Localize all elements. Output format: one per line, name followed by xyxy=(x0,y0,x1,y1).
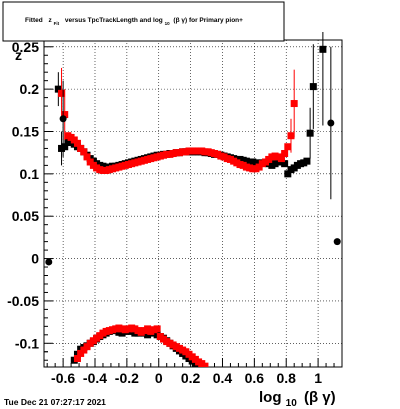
x-axis-label: log 10 (β γ) xyxy=(259,389,336,409)
timestamp: Tue Dec 21 07:27:17 2021 xyxy=(4,397,106,407)
x-tick-label: 1 xyxy=(314,370,322,386)
x-axis-label-betagamma: (β γ) xyxy=(304,389,336,406)
tick-labels: -0.6 -0.4 -0.2 0 0.2 0.4 0.6 0.8 1 -0.1 -0.05 0 0.05… xyxy=(7,39,322,386)
y-tick-label: 0 xyxy=(31,251,39,267)
data-point-red xyxy=(153,325,161,333)
data-point-red xyxy=(284,143,292,151)
data-point-red xyxy=(290,100,298,108)
x-tick-label: 0.6 xyxy=(245,370,265,386)
data-point-circle xyxy=(45,258,53,266)
title-log-sub: 10 xyxy=(165,21,171,26)
data-point-red xyxy=(73,139,81,147)
y-tick-label: 0.05 xyxy=(12,208,39,224)
data-point-black xyxy=(309,83,317,91)
title-suffix: (β γ) for Primary pion+ xyxy=(173,17,243,24)
data-point-black xyxy=(303,157,311,165)
data-point-red xyxy=(287,132,295,140)
data-point-red xyxy=(201,362,209,367)
title-box xyxy=(2,1,285,42)
x-tick-label: 0.8 xyxy=(276,370,296,386)
data-point-circle xyxy=(327,119,335,127)
data-point-black xyxy=(61,143,69,151)
y-tick-label: 0.25 xyxy=(12,39,39,55)
data-point-circle xyxy=(59,115,67,123)
x-axis-label-log: log xyxy=(259,389,282,406)
data-marks xyxy=(45,32,341,367)
title-z: z xyxy=(49,17,53,24)
data-point-black xyxy=(284,170,292,178)
axis-ticks xyxy=(44,46,335,367)
title-middle: versus TpcTrackLength and log xyxy=(65,17,163,24)
data-point-red xyxy=(281,150,289,158)
data-point-black xyxy=(281,160,289,168)
y-tick-label: 0.15 xyxy=(12,123,39,139)
y-tick-label: -0.05 xyxy=(7,293,39,309)
x-tick-label: 0.2 xyxy=(181,370,201,386)
title-prefix: Fitted xyxy=(25,17,43,24)
y-tick-label: 0.2 xyxy=(20,81,40,97)
data-point-red xyxy=(73,355,81,363)
data-point-red xyxy=(83,153,91,161)
x-tick-label: -0.6 xyxy=(51,370,75,386)
x-tick-label: -0.4 xyxy=(83,370,107,386)
data-point-black xyxy=(54,85,62,93)
data-point-red xyxy=(61,111,69,119)
data-point-red xyxy=(80,148,88,156)
chart-title: Fitted z Fit versus TpcTrackLength and l… xyxy=(25,17,243,27)
data-point-black xyxy=(306,129,314,137)
data-point-black xyxy=(319,45,327,53)
y-tick-label: 0.1 xyxy=(20,166,40,182)
data-point-red xyxy=(277,155,285,163)
plot-frame xyxy=(43,39,343,368)
grid xyxy=(44,40,342,367)
x-tick-label: 0 xyxy=(155,370,163,386)
y-tick-label: -0.1 xyxy=(15,335,39,351)
data-point-red xyxy=(58,89,66,97)
x-axis-label-sub: 10 xyxy=(286,398,298,409)
y-axis-label: z xyxy=(15,47,22,63)
x-tick-label: -0.2 xyxy=(115,370,139,386)
title-z-sub: Fit xyxy=(54,21,60,26)
x-tick-label: 0.4 xyxy=(213,370,233,386)
data-point-circle xyxy=(333,238,341,246)
